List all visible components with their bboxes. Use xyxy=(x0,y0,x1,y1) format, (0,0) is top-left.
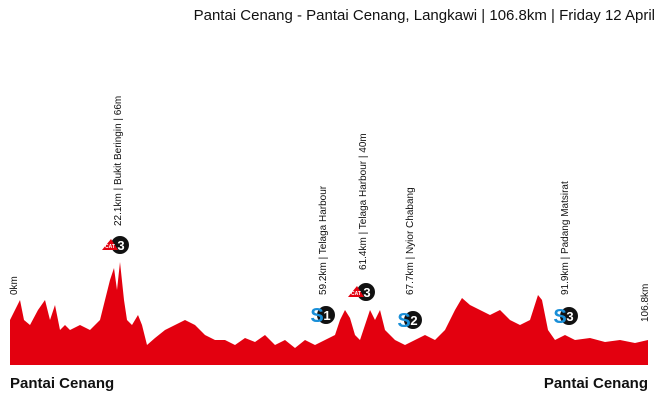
waypoint-label: 67.7km | Nyior Chabang xyxy=(405,187,416,295)
waypoint-label: 91.9km | Padang Matsirat xyxy=(560,181,571,295)
finish-town: Pantai Cenang xyxy=(544,375,648,392)
sprint-badge: S 3 xyxy=(553,306,578,328)
badge-tag: S xyxy=(553,306,566,328)
waypoint-label: 59.2km | Telaga Harbour xyxy=(318,185,329,295)
end-distance: 106.8km xyxy=(640,284,651,322)
waypoint-label: 22.1km | Bukit Beringin | 66m xyxy=(113,96,124,226)
badge-tag: S xyxy=(397,310,410,332)
badge-number: 1 xyxy=(323,308,330,323)
badge-tag: S xyxy=(310,305,323,327)
sprint-badge: S 1 xyxy=(310,305,335,327)
badge-number: 3 xyxy=(117,238,124,253)
elevation-profile xyxy=(10,262,648,365)
start-town: Pantai Cenang xyxy=(10,375,114,392)
sprint-badge: S 2 xyxy=(397,310,422,332)
title: Pantai Cenang - Pantai Cenang, Langkawi … xyxy=(194,7,655,24)
badge-tag: CAT xyxy=(105,244,115,250)
cat-badge: CAT 3 xyxy=(102,236,129,254)
badge-tag: CAT xyxy=(351,291,361,297)
badge-number: 3 xyxy=(363,285,370,300)
badge-number: 3 xyxy=(566,309,573,324)
badge-number: 2 xyxy=(410,313,417,328)
start-distance: 0km xyxy=(9,276,20,295)
cat-badge: CAT 3 xyxy=(348,283,375,301)
waypoint-label: 61.4km | Telaga Harbour | 40m xyxy=(358,133,369,270)
